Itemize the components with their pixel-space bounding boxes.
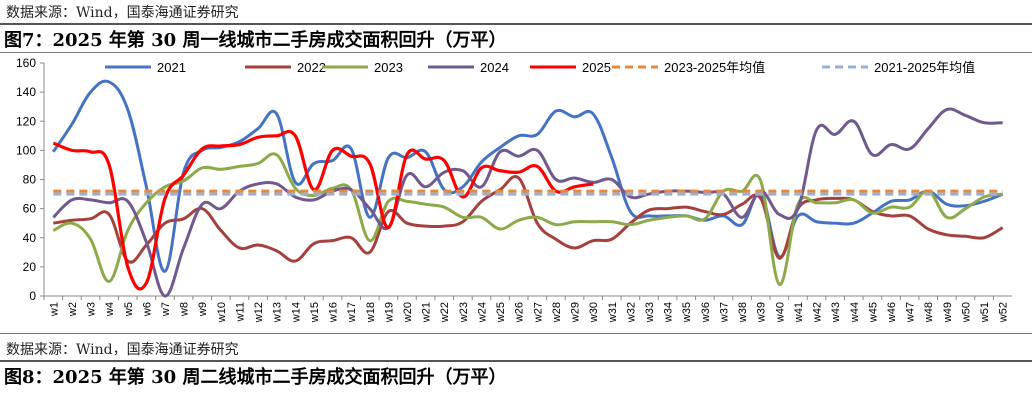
x-tick-label: w9 — [197, 302, 209, 317]
x-tick-label: w33 — [644, 302, 656, 323]
x-tick-label: w30 — [588, 302, 600, 323]
x-tick-label: w23 — [458, 302, 470, 323]
x-tick-label: w35 — [681, 302, 693, 323]
x-tick-label: w40 — [774, 302, 786, 323]
x-tick-label: w3 — [86, 302, 98, 317]
legend-label-2021-2025年均值: 2021-2025年均值 — [874, 60, 975, 75]
x-tick-label: w51 — [979, 302, 991, 323]
divider — [0, 360, 1032, 362]
x-tick-label: w25 — [495, 302, 507, 323]
y-tick-label: 80 — [23, 173, 37, 187]
x-tick-label: w50 — [960, 302, 972, 323]
x-tick-label: w15 — [309, 302, 321, 323]
y-tick-label: 140 — [16, 85, 36, 99]
x-tick-label: w10 — [216, 302, 228, 323]
x-tick-label: w38 — [737, 302, 749, 323]
x-tick-label: w2 — [67, 302, 79, 317]
x-tick-label: w48 — [923, 302, 935, 323]
x-tick-label: w26 — [514, 302, 526, 323]
figure-7-title: 图7：2025 年第 30 周一线城市二手房成交面积回升（万平） — [4, 30, 507, 51]
x-tick-label: w20 — [402, 302, 414, 323]
x-tick-label: w5 — [123, 302, 135, 317]
x-tick-label: w37 — [718, 302, 730, 323]
x-tick-label: w47 — [905, 302, 917, 323]
source-note-bottom: 数据来源：Wind，国泰海通证券研究 — [6, 342, 239, 358]
x-tick-label: w13 — [272, 302, 284, 323]
legend-label-2023-2025年均值: 2023-2025年均值 — [664, 60, 765, 75]
x-tick-label: w18 — [365, 302, 377, 323]
x-tick-label: w46 — [886, 302, 898, 323]
x-tick-label: w24 — [476, 302, 488, 323]
divider — [0, 23, 1032, 25]
legend-label-2024: 2024 — [480, 60, 509, 75]
legend-label-2021: 2021 — [157, 60, 186, 75]
y-tick-label: 120 — [16, 114, 36, 128]
x-tick-label: w8 — [179, 302, 191, 317]
divider — [0, 333, 1032, 334]
y-tick-label: 100 — [16, 143, 36, 157]
x-tick-label: w19 — [383, 302, 395, 323]
legend-label-2023: 2023 — [374, 60, 403, 75]
series-line-2021 — [52, 79, 1004, 273]
x-tick-label: w27 — [532, 302, 544, 323]
x-tick-label: w52 — [998, 302, 1010, 323]
source-note-top: 数据来源：Wind，国泰海通证券研究 — [6, 5, 239, 21]
x-tick-label: w39 — [756, 302, 768, 323]
x-tick-label: w17 — [346, 302, 358, 323]
x-tick-label: w31 — [607, 302, 619, 323]
x-tick-label: w4 — [104, 302, 116, 317]
x-tick-label: w44 — [849, 302, 861, 323]
series-line-2024 — [52, 107, 1003, 298]
x-tick-label: w7 — [160, 302, 172, 317]
x-tick-label: w49 — [942, 302, 954, 323]
x-tick-label: w43 — [830, 302, 842, 323]
x-tick-label: w29 — [570, 302, 582, 323]
x-tick-label: w12 — [253, 302, 265, 323]
x-tick-label: w45 — [867, 302, 879, 323]
series-line-2025 — [52, 129, 594, 291]
y-tick-label: 160 — [16, 56, 36, 70]
y-tick-label: 40 — [23, 231, 37, 245]
x-tick-label: w41 — [793, 302, 805, 323]
divider — [0, 52, 1032, 53]
x-tick-label: w1 — [48, 302, 60, 317]
x-tick-label: w16 — [328, 302, 340, 323]
y-tick-label: 60 — [23, 202, 37, 216]
legend-label-2025: 2025 — [582, 60, 611, 75]
x-tick-label: w21 — [421, 302, 433, 323]
x-tick-label: w34 — [663, 302, 675, 323]
figure-8-title: 图8：2025 年第 30 周二线城市二手房成交面积回升（万平） — [4, 367, 507, 388]
x-tick-label: w28 — [551, 302, 563, 323]
series-line-2023 — [52, 152, 1003, 286]
x-tick-label: w11 — [234, 302, 246, 322]
x-tick-label: w6 — [141, 302, 153, 317]
y-tick-label: 20 — [23, 260, 37, 274]
x-tick-label: w32 — [625, 302, 637, 323]
legend-label-2022: 2022 — [297, 60, 326, 75]
series-line-2022 — [53, 175, 1004, 264]
x-tick-label: w14 — [290, 302, 302, 323]
line-chart: 0 20 40 60 80 100 120 140 160 w1 w2 w3 w4 w5 w6 w7 w8 w9 w… — [16, 56, 1012, 323]
y-tick-label: 0 — [29, 289, 36, 303]
x-tick-label: w42 — [812, 302, 824, 323]
x-tick-label: w22 — [439, 302, 451, 323]
x-tick-label: w36 — [700, 302, 712, 323]
